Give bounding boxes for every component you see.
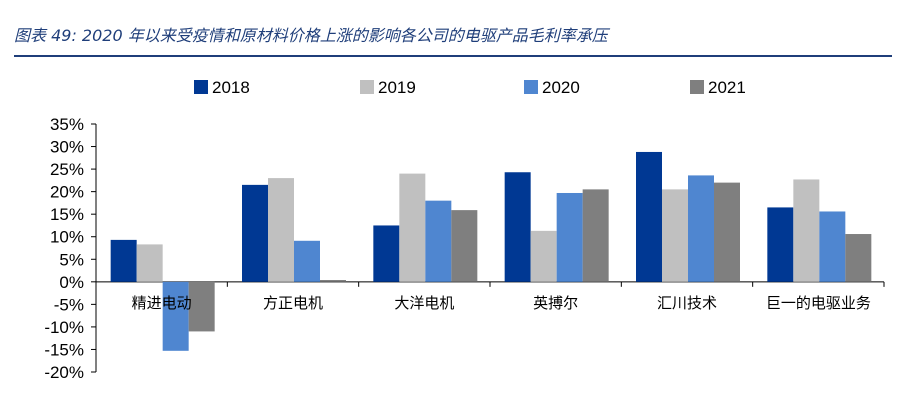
bar: [268, 178, 294, 282]
bar: [688, 175, 714, 282]
legend-swatch: [194, 80, 208, 94]
bar: [136, 244, 163, 282]
bar: [425, 200, 452, 282]
bar: [845, 234, 872, 282]
y-tick-label: 30%: [50, 138, 84, 157]
category-label: 方正电机: [263, 294, 323, 312]
legend-swatch: [690, 80, 704, 94]
y-tick-label: 15%: [50, 205, 84, 224]
y-tick-label: 35%: [50, 115, 84, 134]
y-tick-label: 10%: [50, 228, 84, 247]
legend-label: 2020: [542, 78, 580, 97]
y-tick-label: -20%: [44, 363, 84, 382]
category-label: 大洋电机: [394, 294, 454, 312]
bar: [451, 210, 478, 282]
category-label: 英搏尔: [533, 294, 578, 312]
bar: [110, 239, 137, 282]
bar: [373, 225, 400, 282]
y-tick-label: 20%: [50, 183, 84, 202]
bar: [636, 151, 662, 282]
bar: [793, 179, 820, 282]
bar: [530, 230, 557, 282]
bar: [504, 172, 531, 282]
axes: -20% -15% -10% -5% 0% 5% 10% 15% 20% 25% 30% 35%: [44, 115, 885, 382]
bar: [819, 211, 846, 282]
bar: [162, 281, 189, 351]
bar: [556, 192, 583, 282]
bar: [188, 281, 215, 332]
category-label: 汇川技术: [657, 294, 717, 312]
bar: [399, 173, 426, 282]
title-underline: [14, 55, 892, 57]
bar: [662, 189, 688, 282]
y-tick-label: -5%: [54, 295, 84, 314]
category-labels: 精进电动 方正电机 大洋电机 英搏尔 汇川技术 巨一的电驱业务: [132, 294, 871, 312]
category-label: 巨一的电驱业务: [766, 294, 871, 312]
legend-swatch: [524, 80, 538, 94]
legend-label: 2018: [212, 78, 250, 97]
category-label: 精进电动: [132, 294, 192, 312]
y-tick-label: 0%: [59, 273, 84, 292]
bar: [582, 189, 609, 282]
legend-swatch: [360, 80, 374, 94]
legend-label: 2019: [378, 78, 416, 97]
bar: [714, 182, 740, 282]
y-tick-label: -10%: [44, 318, 84, 337]
bar: [320, 280, 346, 282]
legend-label: 2021: [708, 78, 746, 97]
y-tick-label: -15%: [44, 340, 84, 359]
bars: [110, 151, 872, 351]
bar: [242, 184, 268, 282]
legend: 2018 2019 2020 2021: [194, 78, 746, 97]
y-tick-label: 25%: [50, 160, 84, 179]
bar: [767, 207, 794, 282]
bar: [294, 240, 320, 282]
chart-title: 图表 49: 2020 年以来受疫情和原材料价格上涨的影响各公司的电驱产品毛利率…: [14, 26, 608, 45]
y-tick-label: 5%: [59, 250, 84, 269]
